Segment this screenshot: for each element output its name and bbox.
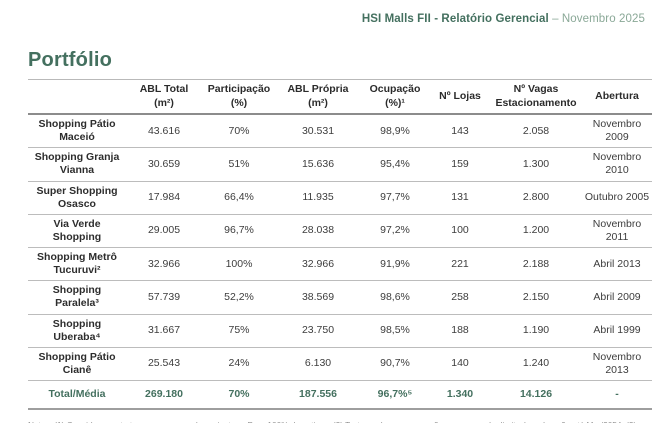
column-header-participacao: Participação (%) (207, 83, 271, 109)
vagas-value: 1.240 (522, 357, 550, 370)
participacao-value: 51% (228, 157, 250, 170)
vagas-value: 1.300 (522, 157, 550, 170)
ocupacao-value: 98,5% (380, 324, 410, 337)
participacao-value: 100% (225, 257, 253, 270)
abertura-value: Outubro 2005 (584, 191, 650, 204)
vagas-value: 2.188 (522, 257, 550, 270)
vagas-value: 2.800 (522, 191, 550, 204)
table-row: Shopping Pátio Cianê 25.543 24% 6.130 90… (28, 347, 652, 381)
ocupacao-value: 91,9% (380, 257, 410, 270)
abl-total-value: 17.984 (147, 191, 181, 204)
abl-total-value: 57.739 (147, 290, 181, 303)
abertura-value: Abril 2013 (593, 257, 641, 270)
portfolio-table: ABL Total (m²) Participação (%) ABL Própri… (28, 80, 652, 410)
ocupacao-value: 98,9% (380, 124, 410, 137)
ocupacao-value: 90,7% (380, 357, 410, 370)
page-header: HSI Malls FII - Relatório Gerencial – No… (0, 0, 659, 25)
abl-propria-value: 38.569 (301, 290, 335, 303)
lojas-value: 131 (451, 191, 469, 204)
table-row: Shopping Paralela³ 57.739 52,2% 38.569 9… (28, 281, 652, 314)
mall-name: Shopping Granja Vianna (34, 151, 120, 177)
lojas-value: 258 (451, 290, 469, 303)
report-title: HSI Malls FII - Relatório Gerencial (361, 13, 549, 25)
participacao-value: 70% (228, 124, 250, 137)
total-abertura: - (615, 387, 619, 400)
total-abl-propria: 187.556 (299, 387, 337, 400)
vagas-value: 1.200 (522, 224, 550, 237)
column-header-ocupacao: Ocupação (%)¹ (369, 83, 421, 109)
footnotes: Notas: (1) Considera contratos em proces… (28, 419, 650, 423)
table-row: Shopping Granja Vianna 30.659 51% 15.636… (28, 148, 652, 181)
column-header-name (28, 80, 126, 114)
column-header-abl-total: ABL Total (m²) (139, 83, 189, 109)
abl-propria-value: 23.750 (301, 324, 335, 337)
abl-propria-value: 6.130 (304, 357, 332, 370)
participacao-value: 96,7% (224, 224, 254, 237)
abl-total-value: 29.005 (147, 224, 181, 237)
abertura-value: Abril 1999 (593, 324, 641, 337)
column-header-abl-propria: ABL Própria (m²) (287, 83, 349, 109)
total-vagas: 14.126 (519, 387, 553, 400)
participacao-value: 24% (228, 357, 250, 370)
lojas-value: 140 (451, 357, 469, 370)
mall-name: Shopping Pátio Cianê (38, 350, 116, 376)
abl-total-value: 31.667 (147, 324, 181, 337)
title-divider (28, 79, 652, 80)
table-row: Shopping Metrô Tucuruvi² 32.966 100% 32.… (28, 248, 652, 281)
section-title: Portfólio (28, 49, 113, 71)
mall-name: Via Verde Shopping (52, 217, 102, 243)
abl-propria-value: 30.531 (301, 124, 335, 137)
vagas-value: 1.190 (522, 324, 550, 337)
abl-propria-value: 15.636 (301, 157, 335, 170)
abl-propria-value: 28.038 (301, 224, 335, 237)
lojas-value: 159 (451, 157, 469, 170)
table-row: Super Shopping Osasco 17.984 66,4% 11.93… (28, 181, 652, 215)
ocupacao-value: 97,2% (380, 224, 410, 237)
participacao-value: 66,4% (224, 191, 254, 204)
participacao-value: 52,2% (224, 290, 254, 303)
abertura-value: Novembro 2009 (592, 118, 642, 144)
mall-name: Shopping Uberaba⁴ (52, 317, 102, 343)
lojas-value: 221 (451, 257, 469, 270)
total-lojas: 1.340 (446, 387, 474, 400)
table-row: Shopping Pátio Maceió 43.616 70% 30.531 … (28, 114, 652, 148)
mall-name: Shopping Pátio Maceió (38, 118, 116, 144)
column-header-abertura: Abertura (595, 89, 639, 102)
mall-name: Shopping Metrô Tucuruvi² (37, 251, 117, 277)
table-header-row: ABL Total (m²) Participação (%) ABL Própri… (28, 80, 652, 114)
table-row: Via Verde Shopping 29.005 96,7% 28.038 9… (28, 214, 652, 248)
ocupacao-value: 97,7% (380, 191, 410, 204)
mall-name: Super Shopping Osasco (36, 184, 118, 210)
column-header-vagas: Nº Vagas Estacionamento (495, 83, 577, 109)
lojas-value: 143 (451, 124, 469, 137)
report-period: – Novembro 2025 (548, 13, 645, 25)
total-ocupacao: 96,7%⁵ (377, 387, 413, 400)
abl-total-value: 25.543 (147, 357, 181, 370)
abertura-value: Novembro 2010 (592, 151, 642, 177)
total-abl-total: 269.180 (145, 387, 183, 400)
mall-name: Shopping Paralela³ (52, 284, 102, 310)
ocupacao-value: 95,4% (380, 157, 410, 170)
abl-propria-value: 11.935 (302, 191, 334, 204)
vagas-value: 2.058 (522, 124, 550, 137)
abl-propria-value: 32.966 (301, 257, 335, 270)
table-total-row: Total/Média 269.180 70% 187.556 96,7%⁵ 1… (28, 381, 652, 409)
participacao-value: 75% (228, 324, 250, 337)
abertura-value: Novembro 2011 (592, 217, 642, 243)
vagas-value: 2.150 (522, 290, 550, 303)
lojas-value: 188 (451, 324, 469, 337)
abl-total-value: 30.659 (147, 157, 181, 170)
lojas-value: 100 (451, 224, 469, 237)
abertura-value: Abril 2009 (593, 290, 641, 303)
total-label: Total/Média (48, 387, 106, 400)
abl-total-value: 43.616 (147, 124, 181, 137)
table-row: Shopping Uberaba⁴ 31.667 75% 23.750 98,5… (28, 314, 652, 348)
abertura-value: Novembro 2013 (592, 350, 642, 376)
ocupacao-value: 98,6% (380, 290, 410, 303)
abl-total-value: 32.966 (147, 257, 181, 270)
column-header-lojas: Nº Lojas (439, 89, 481, 102)
total-participacao: 70% (228, 387, 250, 400)
